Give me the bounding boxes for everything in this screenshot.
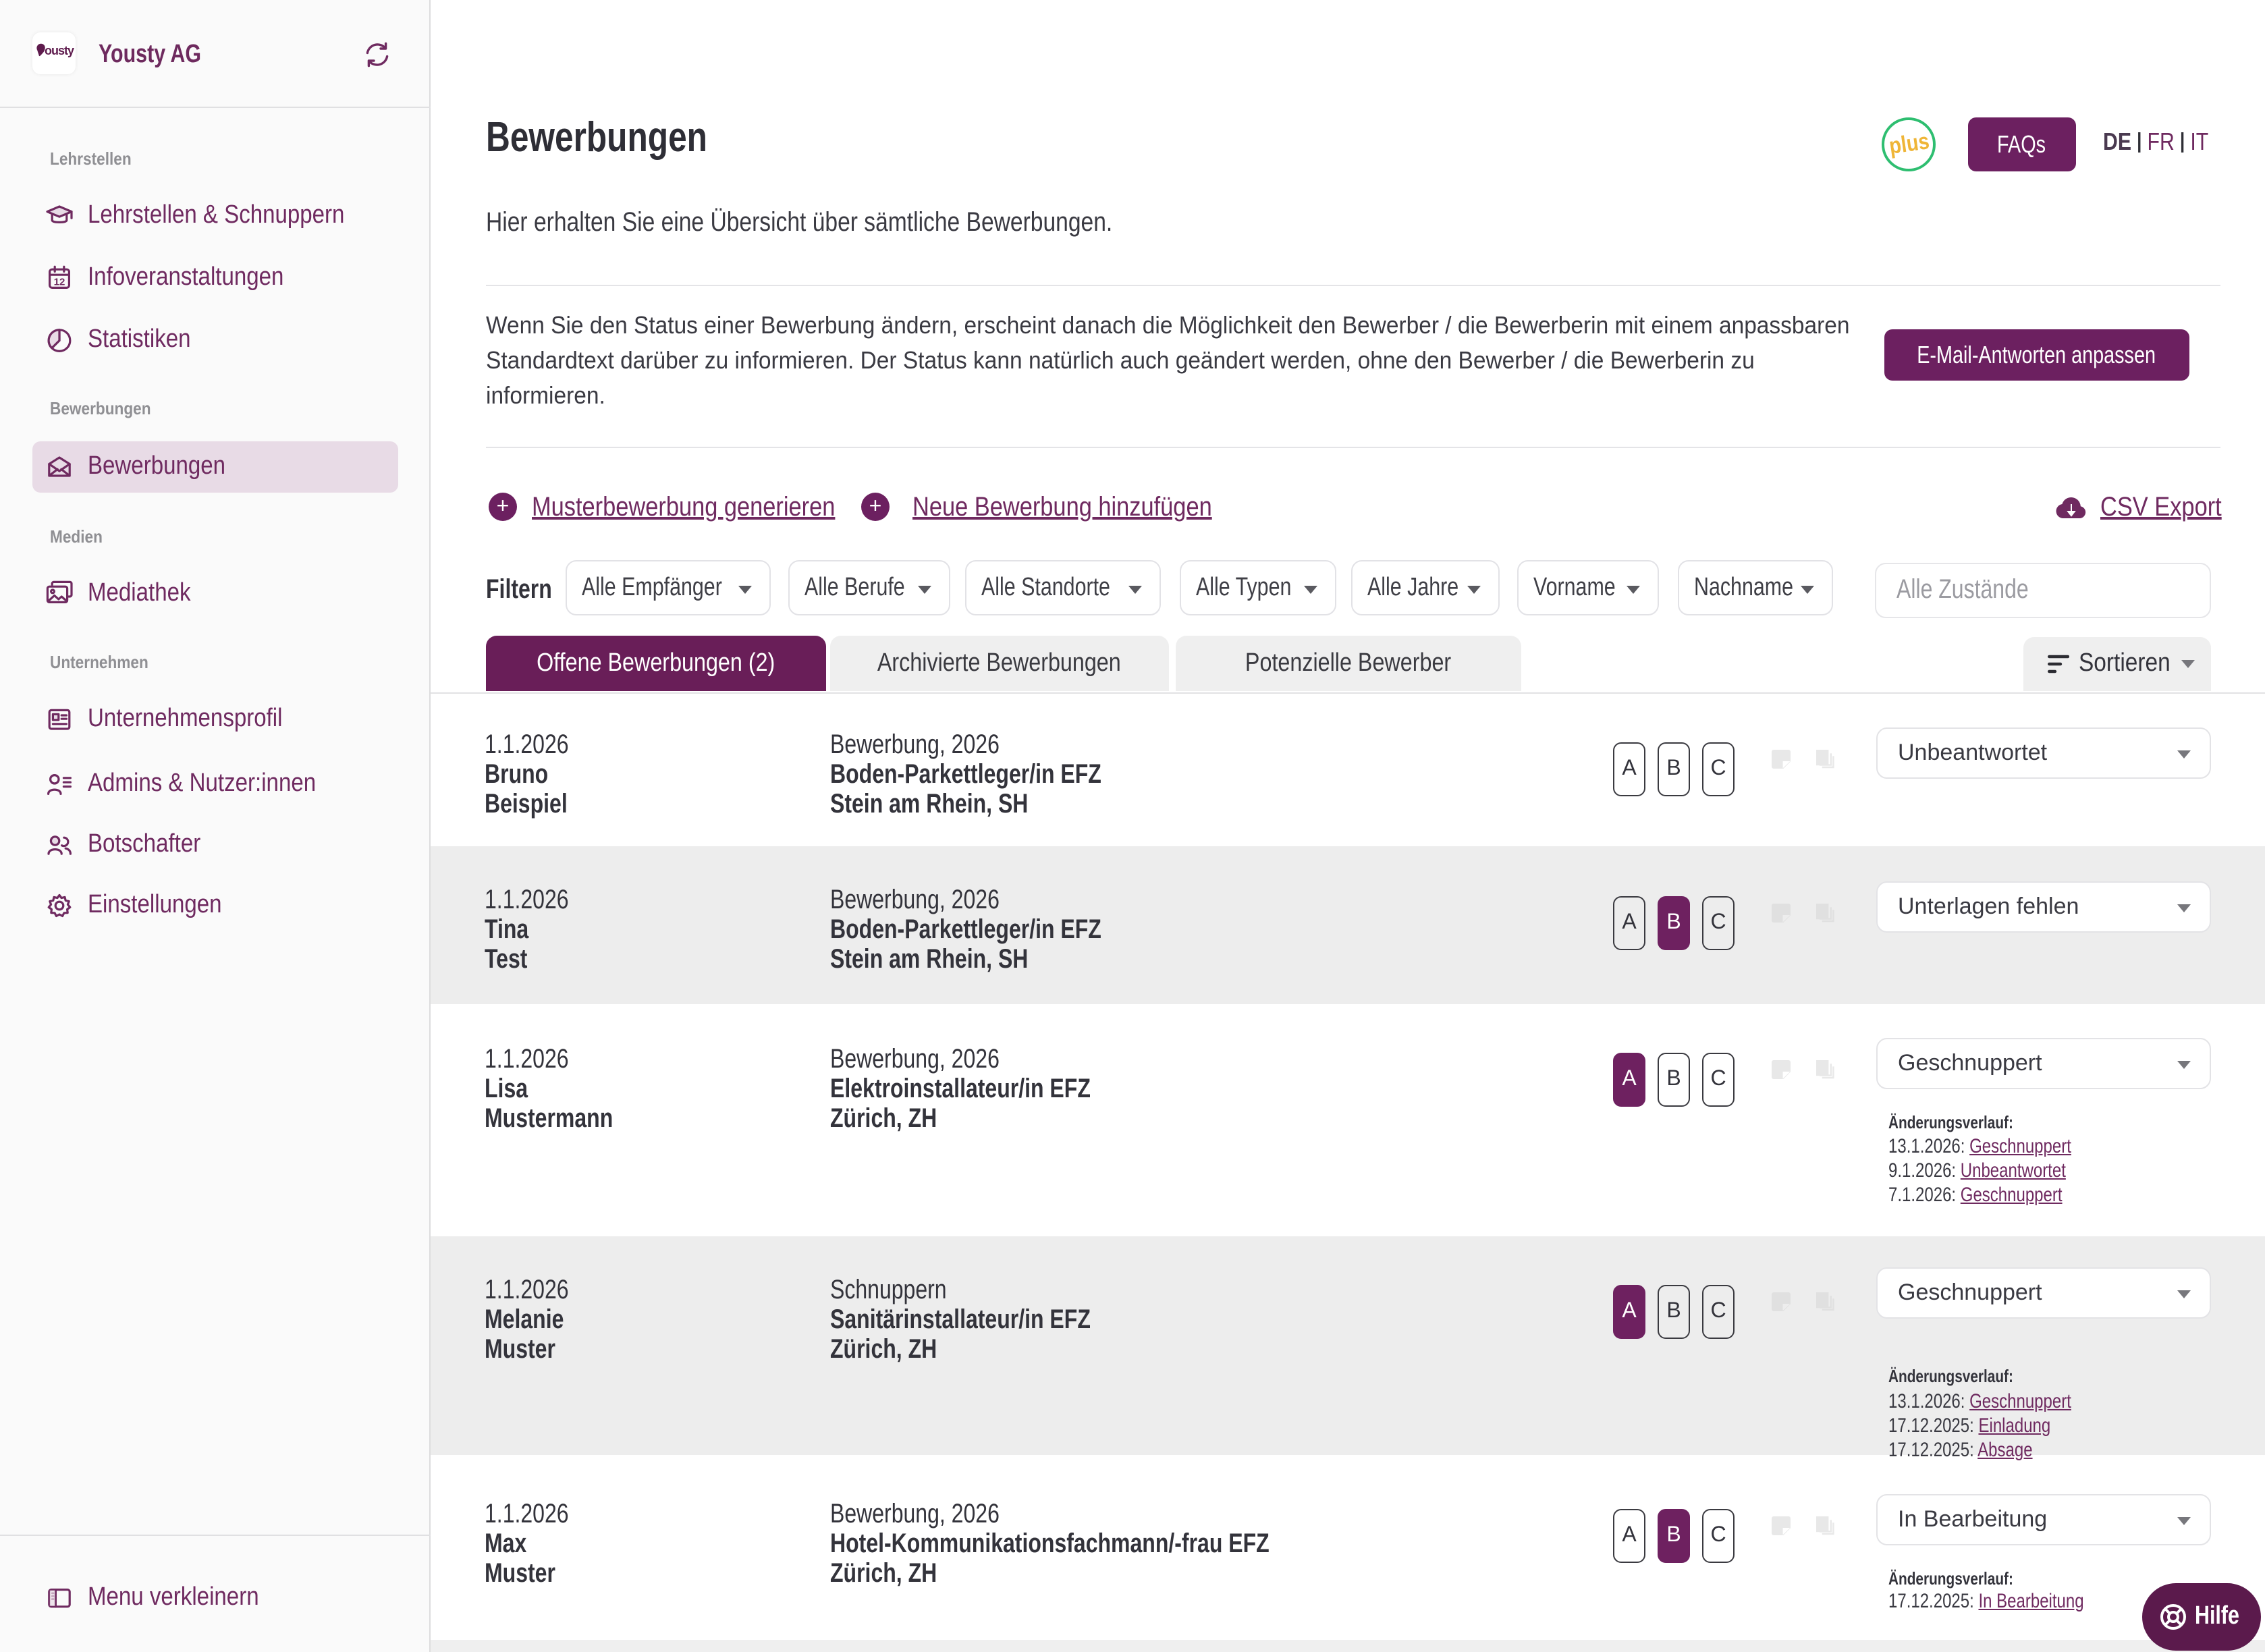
svg-text:ousty: ousty: [45, 44, 74, 57]
svg-text:12: 12: [54, 277, 65, 288]
